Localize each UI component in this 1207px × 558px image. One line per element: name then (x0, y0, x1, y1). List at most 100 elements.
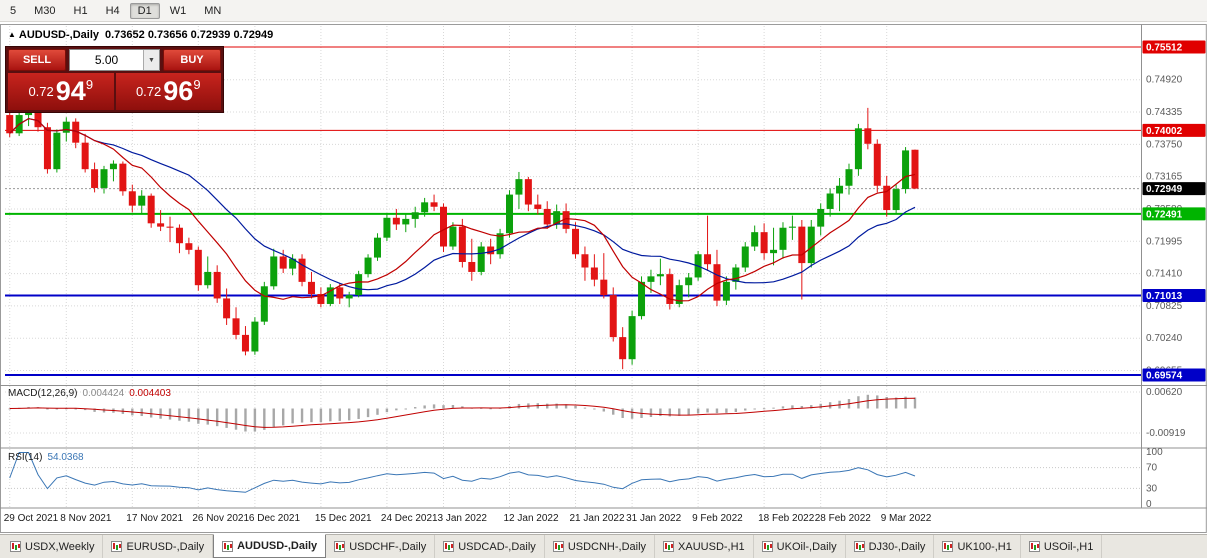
sell-price-sup: 9 (85, 77, 94, 92)
collapse-panel-icon[interactable]: ▲ (8, 30, 16, 39)
timeframe-toolbar: 5 M30 H1 H4 D1 W1 MN (0, 0, 1207, 22)
svg-text:0.74920: 0.74920 (1146, 75, 1183, 86)
level-lines-layer (5, 46, 1141, 376)
chart-tab-icon (663, 541, 675, 552)
svg-text:30: 30 (1146, 483, 1158, 494)
ma-fast-line (9, 117, 916, 302)
chart-tab-dj30-daily[interactable]: DJ30-,Daily (846, 535, 935, 558)
svg-text:0.71995: 0.71995 (1146, 236, 1183, 247)
macd-signal-line (9, 397, 916, 428)
svg-text:31 Jan 2022: 31 Jan 2022 (626, 513, 681, 524)
chart-tab-label: UKOil-,Daily (776, 540, 837, 553)
svg-text:0.71013: 0.71013 (1146, 291, 1183, 302)
timeframe-button-h4[interactable]: H4 (105, 4, 120, 17)
frame-layer (0, 24, 1207, 533)
ma-slow-line (9, 117, 916, 291)
sell-price-display[interactable]: 0.72 94 9 (8, 73, 114, 110)
candles-layer (6, 104, 919, 370)
sell-price-big: 94 (55, 76, 86, 106)
chart-tab-icon (1028, 541, 1040, 552)
svg-text:0.72949: 0.72949 (1146, 184, 1183, 195)
svg-text:0.74002: 0.74002 (1146, 126, 1183, 137)
axis-labels-layer: 29 Oct 2021 8 Nov 2021 17 Nov 2021 26 Nov 2… (4, 75, 1186, 524)
indicator-panels-layer (8, 394, 917, 493)
svg-text:0.72491: 0.72491 (1146, 209, 1183, 220)
chart-tab-icon (853, 541, 865, 552)
timeframe-button-mn[interactable]: MN (204, 4, 222, 17)
svg-text:9 Mar 2022: 9 Mar 2022 (881, 513, 932, 524)
chart-tab-icon (334, 541, 346, 552)
chart-tab-label: UK100-,H1 (957, 540, 1012, 553)
rsi-indicator-label: RSI(14) 54.0368 (8, 452, 84, 463)
buy-price-display[interactable]: 0.72 96 9 (115, 73, 221, 110)
chart-tabs-bar: USDX,Weekly EURUSD-,Daily AUDUSD-,Daily USD… (0, 534, 1207, 558)
ohlc-values: 0.73652 0.73656 0.72939 0.72949 (105, 29, 274, 41)
timeframe-button-h1[interactable]: H1 (73, 4, 88, 17)
chart-tab-xauusd-h1[interactable]: XAUUSD-,H1 (655, 535, 754, 558)
chart-tab-icon (443, 541, 455, 552)
volume-input[interactable] (70, 50, 143, 70)
chart-tab-label: USDCHF-,Daily (349, 540, 427, 553)
svg-text:0.71410: 0.71410 (1146, 269, 1183, 280)
buy-price-sup: 9 (193, 77, 201, 92)
macd-name: MACD(12,26,9) (8, 388, 78, 399)
sell-button[interactable]: SELL (8, 49, 66, 71)
price-badge-0.74002 (1142, 123, 1206, 137)
chart-tab-uk100-h1[interactable]: UK100-,H1 (934, 535, 1021, 558)
svg-text:-0.00919: -0.00919 (1146, 428, 1186, 439)
chart-tab-audusd-daily[interactable]: AUDUSD-,Daily (213, 534, 327, 558)
chart-title: ▲ AUDUSD-,Daily 0.73652 0.73656 0.72939 0.… (8, 29, 273, 41)
macd-indicator-label: MACD(12,26,9) 0.004424 0.004403 (8, 388, 171, 399)
moving-averages-layer (9, 117, 916, 302)
volume-dropdown-icon[interactable]: ▼ (143, 50, 159, 70)
macd-main-value: 0.004424 (82, 388, 125, 399)
chart-tab-icon (761, 541, 773, 552)
chart-tab-label: USDX,Weekly (25, 540, 95, 553)
buy-button[interactable]: BUY (163, 49, 221, 71)
svg-text:9 Feb 2022: 9 Feb 2022 (692, 513, 743, 524)
rsi-line (9, 452, 916, 493)
svg-text:0.73750: 0.73750 (1146, 139, 1183, 150)
svg-text:21 Jan 2022: 21 Jan 2022 (570, 513, 625, 524)
chart-tab-label: USOil-,H1 (1043, 540, 1094, 553)
svg-text:15 Dec 2021: 15 Dec 2021 (315, 513, 372, 524)
timeframe-button-m30[interactable]: M30 (34, 4, 56, 17)
buy-price-small: 0.72 (135, 84, 162, 99)
svg-text:0.74335: 0.74335 (1146, 107, 1183, 118)
chart-tab-label: USDCAD-,Daily (458, 540, 536, 553)
chart-tab-usdx-weekly[interactable]: USDX,Weekly (2, 535, 104, 558)
sell-price-small: 0.72 (28, 84, 54, 99)
svg-text:3 Jan 2022: 3 Jan 2022 (437, 513, 487, 524)
price-badge-0.75512 (1142, 40, 1206, 54)
volume-combo: ▼ (69, 49, 160, 71)
chart-tab-usdchf-daily[interactable]: USDCHF-,Daily (326, 535, 436, 558)
svg-text:29 Oct 2021: 29 Oct 2021 (4, 513, 59, 524)
svg-text:0.73165: 0.73165 (1146, 172, 1183, 183)
chart-tab-usdcnh-daily[interactable]: USDCNH-,Daily (545, 535, 656, 558)
svg-text:6 Dec 2021: 6 Dec 2021 (249, 513, 301, 524)
svg-text:12 Jan 2022: 12 Jan 2022 (504, 513, 559, 524)
price-badge-0.69574 (1142, 368, 1206, 382)
chart-tab-label: XAUUSD-,H1 (678, 540, 745, 553)
chart-tab-ukoil-daily[interactable]: UKOil-,Daily (754, 535, 846, 558)
chart-tab-label: DJ30-,Daily (868, 540, 926, 553)
chart-tab-usdcad-daily[interactable]: USDCAD-,Daily (435, 535, 545, 558)
chart-tab-icon (552, 541, 564, 552)
chart-tab-usoil-h1[interactable]: USOil-,H1 (1021, 535, 1103, 558)
timeframe-button-w1[interactable]: W1 (169, 4, 187, 17)
rsi-name: RSI(14) (8, 452, 43, 463)
svg-text:18 Feb 2022: 18 Feb 2022 (758, 513, 815, 524)
symbol-period-label: AUDUSD-,Daily (18, 29, 99, 41)
chart-tab-label: AUDUSD-,Daily (237, 540, 318, 552)
svg-text:28 Feb 2022: 28 Feb 2022 (815, 513, 872, 524)
timeframe-button-d1[interactable]: D1 (129, 2, 160, 19)
price-badge-0.72491 (1142, 207, 1206, 221)
chart-tab-label: USDCNH-,Daily (567, 540, 647, 553)
chart-tab-icon (942, 541, 954, 552)
chart-tab-eurusd-daily[interactable]: EURUSD-,Daily (103, 535, 214, 558)
timeframe-button-5[interactable]: 5 (10, 4, 17, 17)
buy-price-big: 96 (163, 76, 194, 106)
svg-text:8 Nov 2021: 8 Nov 2021 (60, 513, 112, 524)
